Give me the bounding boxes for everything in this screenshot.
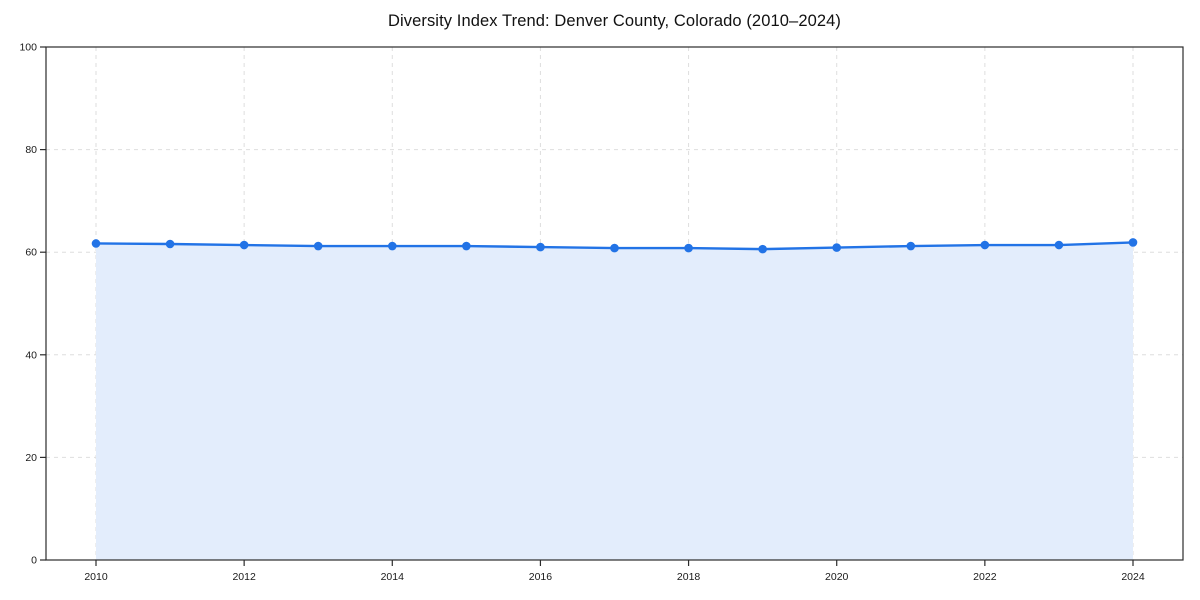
plot-border <box>45 46 1184 561</box>
y-tick-label: 100 <box>19 42 37 54</box>
x-tick-label: 2014 <box>381 571 405 583</box>
x-tick-label: 2024 <box>1121 571 1145 583</box>
data-point-marker <box>239 240 249 250</box>
data-point-marker <box>462 241 471 251</box>
data-point-marker <box>313 241 323 251</box>
data-point-marker <box>387 241 397 251</box>
y-tick-label: 40 <box>25 349 37 361</box>
data-point-marker <box>165 239 175 249</box>
area-fill <box>96 242 1133 560</box>
y-tick-label: 60 <box>25 247 37 259</box>
y-tick-label: 80 <box>25 144 37 156</box>
data-point-marker <box>1054 240 1064 250</box>
data-point-marker <box>91 239 101 248</box>
x-tick-label: 2012 <box>232 571 256 583</box>
data-point-marker <box>906 241 916 251</box>
x-tick-label: 2020 <box>825 571 849 583</box>
y-tick-label: 20 <box>25 452 37 464</box>
data-point-marker <box>758 244 767 254</box>
data-point-marker <box>1128 238 1138 247</box>
data-point-marker <box>536 242 545 252</box>
data-point-marker <box>980 240 990 250</box>
x-tick-label: 2022 <box>973 571 997 583</box>
x-tick-label: 2016 <box>529 571 553 583</box>
data-point-marker <box>684 243 693 253</box>
x-tick-label: 2010 <box>84 571 108 583</box>
data-point-marker <box>832 243 842 252</box>
y-tick-label: 0 <box>31 555 37 567</box>
chart-title: Diversity Index Trend: Denver County, Co… <box>387 12 842 30</box>
data-point-marker <box>610 243 619 253</box>
x-tick-label: 2018 <box>677 571 701 583</box>
